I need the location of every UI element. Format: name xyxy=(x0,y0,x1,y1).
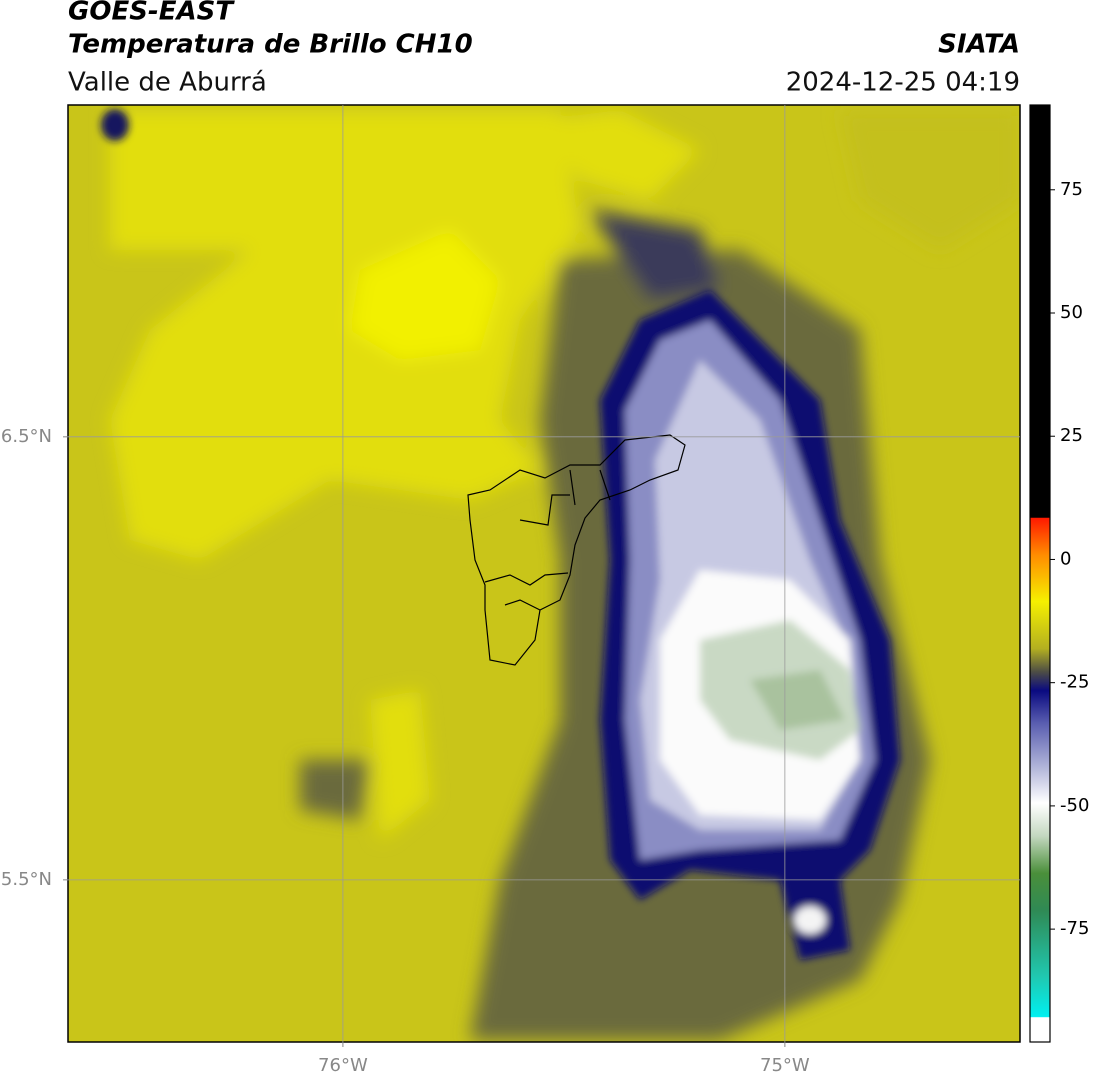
colorbar-tick-label: -75 xyxy=(1060,918,1089,939)
title: GOES-EAST xyxy=(68,0,235,27)
colorbar-tick-label: 25 xyxy=(1060,425,1083,446)
colorbar-tick-label: 0 xyxy=(1060,548,1071,569)
lon-tick-label: 75°W xyxy=(760,1055,810,1076)
map-image xyxy=(68,105,1020,1042)
colorbar xyxy=(1029,104,1051,1043)
municipal-boundaries xyxy=(467,434,686,666)
colorbar-tick-label: -25 xyxy=(1060,672,1089,693)
region: Valle de Aburrá xyxy=(68,68,267,98)
lat-tick-label: 6.5°N xyxy=(1,426,52,447)
source: SIATA xyxy=(938,30,1020,60)
lat-tick-label: 5.5°N xyxy=(1,869,52,890)
lon-tick-label: 76°W xyxy=(318,1055,368,1076)
colorbar-tick-label: -50 xyxy=(1060,795,1089,816)
colorbar-tick-label: 50 xyxy=(1060,302,1083,323)
subtitle: Temperatura de Brillo CH10 xyxy=(68,30,473,60)
map-frame xyxy=(67,104,1021,1043)
timestamp: 2024-12-25 04:19 xyxy=(786,68,1020,98)
colorbar-tick-label: 75 xyxy=(1060,179,1083,200)
